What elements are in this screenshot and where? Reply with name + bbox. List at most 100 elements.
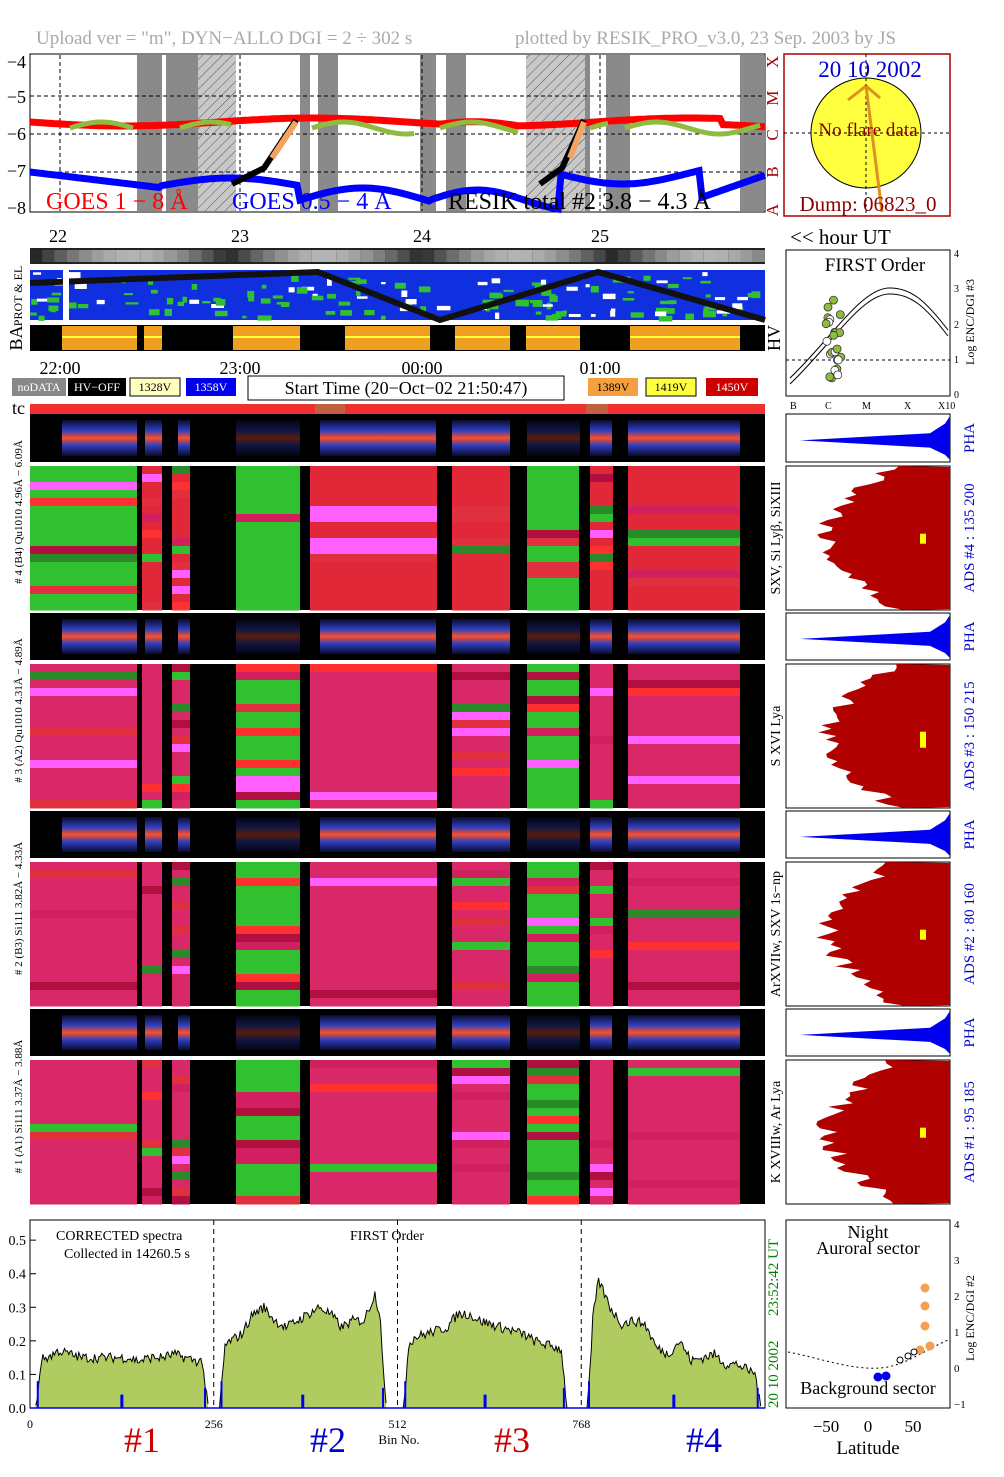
map-land-11 xyxy=(150,289,158,294)
map-land-90 xyxy=(214,310,228,317)
map-land-13 xyxy=(364,310,375,316)
map-land-86 xyxy=(590,286,599,293)
channel-row-1-2-14 xyxy=(172,776,190,785)
channel-row-1-5-5 xyxy=(452,704,510,713)
channel-row-0-1-0 xyxy=(142,466,162,475)
channel-row-3-0-4 xyxy=(30,1092,137,1101)
channel-row-3-0-5 xyxy=(30,1100,137,1109)
fo-point-19 xyxy=(835,310,845,320)
map-land-136 xyxy=(123,293,133,296)
channel-row-2-8-2 xyxy=(628,878,740,887)
spec-marker-3 xyxy=(920,1127,926,1138)
channel-row-0-5-11 xyxy=(452,554,510,563)
map-land-74 xyxy=(656,280,668,284)
channel-row-0-4-7 xyxy=(310,522,437,531)
channel-row-3-3-15 xyxy=(236,1180,300,1189)
fo-point-2 xyxy=(823,302,833,312)
channel-row-2-2-10 xyxy=(172,942,190,951)
channel-row-2-4-5 xyxy=(310,902,437,911)
channel-row-0-8-12 xyxy=(628,562,740,571)
channel-row-2-3-7 xyxy=(236,918,300,927)
channel-row-3-2-1 xyxy=(172,1068,190,1077)
channel-left-label-2: # 2 (B3) Si111 3.82Å − 4.33Å xyxy=(13,842,25,975)
channel-row-2-5-13 xyxy=(452,966,510,975)
orbit-ytick-2: 0 xyxy=(954,1363,960,1375)
channel-row-3-5-14 xyxy=(452,1172,510,1181)
channel-row-1-2-5 xyxy=(172,704,190,713)
channel-row-0-5-1 xyxy=(452,474,510,483)
spec-ytick-2: 0.2 xyxy=(9,1335,27,1350)
channel-row-3-8-16 xyxy=(628,1188,740,1197)
channel-row-2-8-6 xyxy=(628,910,740,919)
tc-label: tc xyxy=(12,398,25,418)
pha-band-3-1 xyxy=(145,1015,162,1050)
channel-row-0-7-1 xyxy=(590,474,613,483)
channel-row-3-5-1 xyxy=(452,1068,510,1077)
channel-row-3-6-14 xyxy=(527,1172,579,1181)
channel-left-label-3: # 1 (A1) Si111 3.37Å − 3.88Å xyxy=(13,1040,25,1174)
gray-band-25 xyxy=(336,250,349,262)
orbit-ytick-6: 4 xyxy=(954,1219,960,1231)
channel-row-2-3-8 xyxy=(236,926,300,935)
channel-row-1-3-6 xyxy=(236,712,300,721)
map-land-125 xyxy=(191,284,198,290)
channel-row-0-6-12 xyxy=(527,562,579,571)
channel-row-1-6-15 xyxy=(527,784,579,793)
channel-row-1-2-0 xyxy=(172,664,190,673)
channel-row-2-3-5 xyxy=(236,902,300,911)
channel-row-1-5-2 xyxy=(452,680,510,689)
pha-band-3-5 xyxy=(452,1015,510,1050)
first-order-title: FIRST Order xyxy=(825,255,926,276)
gray-band-9 xyxy=(140,250,153,262)
gray-band-36 xyxy=(471,250,484,262)
channel-row-1-2-6 xyxy=(172,712,190,721)
channel-row-3-1-5 xyxy=(142,1100,162,1109)
ads-label-0: ADS #4 : 135 200 xyxy=(962,483,978,592)
channel-row-0-0-4 xyxy=(30,498,137,507)
map-land-20 xyxy=(585,284,590,288)
channel-row-3-7-10 xyxy=(590,1140,613,1149)
channel-row-2-3-9 xyxy=(236,934,300,943)
channel-row-2-0-6 xyxy=(30,910,137,919)
channel-row-0-3-8 xyxy=(236,530,300,539)
gray-band-1 xyxy=(42,250,55,262)
gray-band-15 xyxy=(213,250,226,262)
channel-row-0-8-4 xyxy=(628,498,740,507)
channel-row-3-0-16 xyxy=(30,1188,137,1197)
channel-row-3-8-14 xyxy=(628,1172,740,1181)
map-land-6 xyxy=(301,286,315,291)
time-label-2200: 22:00 xyxy=(39,358,80,378)
channel-row-3-3-9 xyxy=(236,1132,300,1141)
pha-band-0-8 xyxy=(628,420,740,456)
channel-row-3-1-4 xyxy=(142,1092,162,1101)
channel-row-0-4-11 xyxy=(310,554,437,563)
channel-row-0-0-10 xyxy=(30,546,137,555)
channel-row-2-1-15 xyxy=(142,982,162,991)
fo-ylabel: Log ENC/DGI #3 xyxy=(963,279,977,365)
map-land-127 xyxy=(590,314,596,317)
channel-row-3-5-8 xyxy=(452,1124,510,1133)
channel-row-3-1-1 xyxy=(142,1068,162,1077)
channel-image-2 xyxy=(30,862,765,1007)
legend-row: noDATA HV−OFF 1328V 1358V Start Time (20… xyxy=(12,375,758,401)
map-land-23 xyxy=(682,277,692,280)
fo-ytick-3: 3 xyxy=(954,284,959,295)
channel-row-0-4-13 xyxy=(310,570,437,579)
channel-row-2-4-10 xyxy=(310,942,437,951)
orbit-frame xyxy=(785,1219,951,1409)
channel-row-0-4-0 xyxy=(310,466,437,475)
channel-row-1-0-3 xyxy=(30,688,137,697)
channel-row-0-0-8 xyxy=(30,530,137,539)
map-land-5 xyxy=(532,300,543,307)
channel-row-2-7-4 xyxy=(590,894,613,903)
channel-row-1-1-16 xyxy=(142,792,162,801)
map-land-85 xyxy=(68,272,81,279)
channel-row-3-3-17 xyxy=(236,1196,300,1205)
channel-row-0-6-1 xyxy=(527,474,579,483)
fo-ytick-1: 1 xyxy=(954,355,959,366)
channel-row-0-2-10 xyxy=(172,546,190,555)
channel-row-3-3-3 xyxy=(236,1084,300,1093)
channel-row-0-4-3 xyxy=(310,490,437,499)
channel-row-0-7-7 xyxy=(590,522,613,531)
pha-label-0: PHA xyxy=(962,423,978,453)
